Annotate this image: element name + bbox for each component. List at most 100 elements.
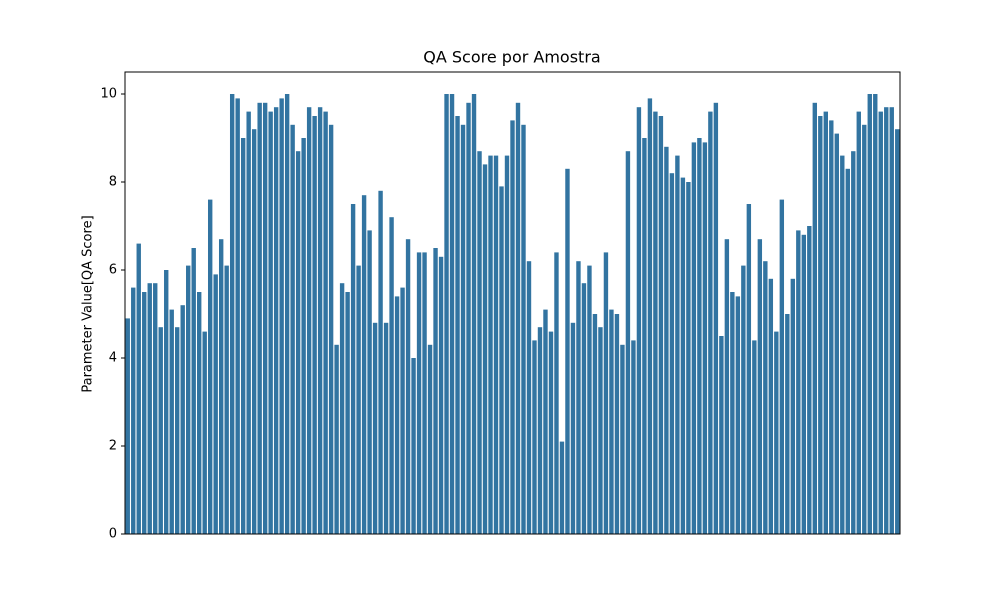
bar (735, 296, 741, 534)
bar (411, 358, 416, 534)
bar (675, 155, 680, 534)
bar (460, 124, 466, 535)
bar (636, 107, 642, 534)
bar (147, 283, 152, 534)
bar (175, 327, 180, 534)
bar (306, 107, 312, 534)
bar (262, 102, 268, 535)
bar (290, 124, 295, 535)
bar (862, 124, 867, 535)
bar (367, 230, 372, 534)
bar (389, 217, 394, 534)
bar (499, 186, 504, 534)
bar (576, 261, 581, 534)
bar (779, 199, 785, 534)
bar (878, 111, 883, 534)
bar (284, 94, 290, 534)
bar (526, 261, 532, 534)
bar (867, 94, 872, 534)
bar (631, 340, 636, 534)
bar (664, 146, 669, 535)
bar (312, 116, 317, 534)
bar (570, 322, 576, 534)
bar (433, 248, 438, 534)
bar (339, 283, 345, 534)
bar (153, 283, 158, 534)
bar (213, 274, 218, 534)
bar (625, 151, 631, 534)
bar (197, 292, 202, 534)
y-axis-label: Parameter Value[QA Score] (81, 215, 96, 392)
bar (768, 278, 774, 534)
bar (405, 239, 411, 534)
bar (383, 322, 389, 534)
bar (378, 190, 383, 535)
bar (823, 111, 828, 534)
bar (444, 94, 449, 534)
bar (565, 168, 570, 535)
bar (521, 124, 526, 535)
bar (477, 151, 482, 534)
bar (669, 173, 675, 534)
bar (279, 98, 284, 535)
bar (334, 344, 339, 534)
bar (224, 265, 229, 534)
bar (345, 292, 350, 534)
bar (609, 309, 614, 534)
bar (554, 252, 559, 534)
y-tick-label: 2 (109, 439, 117, 454)
bar (724, 239, 730, 534)
bar (251, 129, 257, 534)
bar (273, 107, 279, 534)
bar (488, 155, 493, 534)
bar (708, 111, 713, 534)
bar (702, 142, 708, 534)
bar (598, 327, 603, 534)
bar (482, 164, 488, 534)
bar (713, 102, 719, 535)
bar (840, 155, 845, 534)
bar (774, 331, 779, 534)
bar (801, 234, 807, 535)
bar (752, 340, 757, 534)
bar (180, 305, 185, 534)
bar (416, 252, 422, 534)
bar (142, 292, 147, 534)
bar (587, 265, 592, 534)
bar (895, 129, 900, 534)
bar (581, 283, 587, 534)
bar (455, 116, 460, 534)
bar (807, 226, 812, 534)
bar (136, 243, 141, 534)
bar (158, 327, 163, 534)
bar (125, 318, 130, 534)
bar (207, 199, 213, 534)
bar (328, 124, 334, 535)
bar (246, 111, 251, 534)
bar (691, 142, 697, 534)
y-tick-label: 0 (109, 527, 117, 542)
bar (400, 287, 405, 534)
bar (372, 322, 378, 534)
bar (131, 287, 136, 534)
bar (642, 138, 647, 534)
bar (719, 336, 724, 534)
bar (295, 151, 301, 534)
bar (301, 138, 306, 534)
bar (834, 133, 839, 534)
bar (746, 204, 752, 534)
bar (427, 344, 433, 534)
bar (845, 168, 850, 535)
bar (504, 155, 510, 534)
bar (191, 248, 196, 534)
bar (202, 331, 207, 534)
bar (532, 340, 537, 534)
bar (653, 111, 658, 534)
bar (818, 116, 823, 534)
bar (812, 102, 818, 535)
bar (548, 331, 554, 534)
bar (493, 155, 499, 534)
bar (785, 314, 790, 534)
bar (186, 265, 191, 534)
